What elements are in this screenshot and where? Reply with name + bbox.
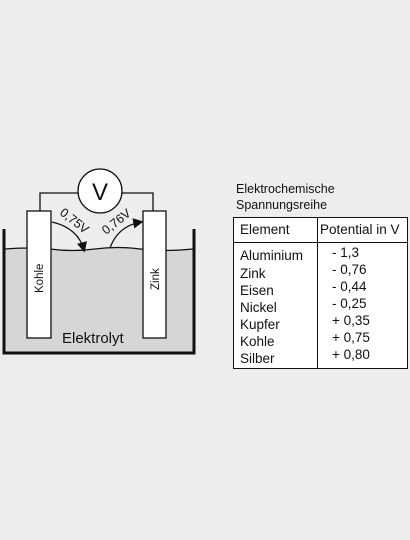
potential-column: - 1,3 - 0,76 - 0,44 - 0,25 + 0,35 + 0,75… xyxy=(332,244,370,363)
table-row-element: Nickel xyxy=(240,300,277,315)
voltmeter-symbol: V xyxy=(92,179,108,206)
table-row-potential: - 0,44 xyxy=(332,279,367,294)
voltmeter: V xyxy=(77,168,123,214)
table-row-potential: + 0,80 xyxy=(332,347,370,362)
table-row-element: Zink xyxy=(240,266,266,281)
table-row-potential: - 0,25 xyxy=(332,296,367,311)
table-row-element: Silber xyxy=(240,351,275,366)
element-column: Aluminium Zink Eisen Nickel Kupfer Kohle… xyxy=(240,247,303,367)
table-title: Elektrochemische Spannungsreihe xyxy=(236,181,335,213)
electrode-left xyxy=(26,210,52,339)
table-row-element: Eisen xyxy=(240,283,274,298)
table-row-potential: - 1,3 xyxy=(332,245,360,260)
wire-right xyxy=(122,192,154,212)
table-row-element: Kupfer xyxy=(240,317,280,332)
potential-arrow-left xyxy=(51,221,87,253)
table-row-potential: - 0,76 xyxy=(332,262,367,277)
voltage-label-left: 0,75V xyxy=(57,205,92,237)
table-row-element: Kohle xyxy=(240,334,275,349)
table-header-divider xyxy=(234,242,407,244)
wire-left xyxy=(39,192,78,212)
table-row-potential: + 0,35 xyxy=(332,313,370,328)
vessel xyxy=(2,229,196,355)
table-title-line2: Spannungsreihe xyxy=(236,198,328,212)
electrochemical-series-table: Element Potential in V Aluminium Zink Ei… xyxy=(233,217,408,369)
electrode-right-label: Zink xyxy=(150,268,162,290)
electrode-right xyxy=(142,210,167,339)
header-element: Element xyxy=(240,222,290,237)
table-column-divider xyxy=(317,218,319,368)
table-row-element: Aluminium xyxy=(240,248,304,263)
electrode-left-label: Kohle xyxy=(34,264,46,293)
table-row-potential: + 0,75 xyxy=(332,330,370,345)
electrolyte-label: Elektrolyt xyxy=(62,330,125,347)
header-potential: Potential in V xyxy=(320,222,400,237)
potential-arrow-right xyxy=(109,218,144,249)
table-title-line1: Elektrochemische xyxy=(236,182,335,196)
